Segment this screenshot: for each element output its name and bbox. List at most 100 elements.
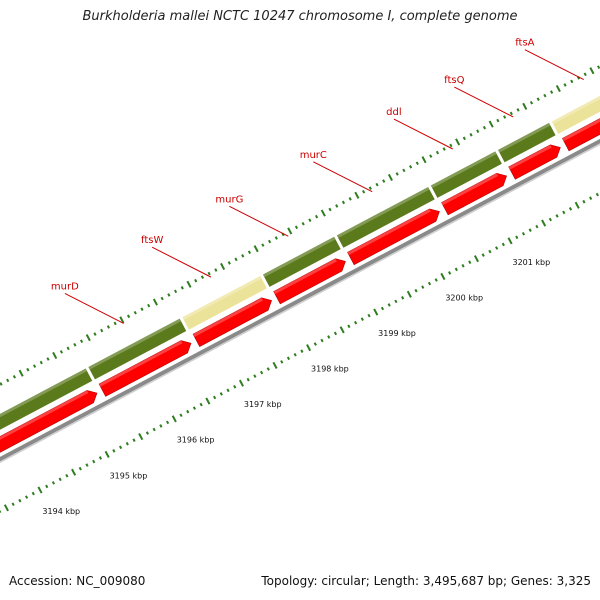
scale-tick — [233, 384, 237, 389]
scale-tick — [71, 468, 77, 476]
upper-tick — [6, 378, 10, 383]
scale-tick — [78, 466, 82, 471]
scale-tick — [51, 481, 56, 485]
upper-tick — [462, 136, 466, 141]
upper-tick — [234, 257, 238, 262]
upper-tick — [39, 360, 43, 365]
scale-tick — [118, 445, 123, 450]
upper-tick — [167, 293, 171, 297]
scale-tick — [495, 246, 499, 250]
scale-tick — [555, 214, 559, 218]
scale-tick — [595, 192, 599, 197]
upper-tick — [516, 108, 520, 112]
upper-tick — [455, 138, 461, 146]
upper-tick — [509, 111, 513, 116]
cds-highlight — [0, 390, 89, 440]
scale-tick — [171, 415, 177, 423]
upper-tick — [375, 182, 379, 187]
upper-tick — [133, 310, 137, 315]
cog-highlight — [262, 236, 336, 278]
cog-segment — [551, 95, 600, 134]
upper-tick — [476, 129, 480, 134]
cog-highlight — [0, 368, 88, 418]
upper-tick — [522, 102, 528, 110]
scale-tick — [434, 278, 438, 282]
scale-tick — [145, 431, 150, 435]
upper-tick — [214, 268, 218, 272]
cog-segment — [497, 122, 556, 163]
gene-label-ddl: ddl — [386, 107, 401, 118]
scale-tick — [454, 267, 458, 272]
cog-highlight — [182, 275, 262, 320]
upper-tick — [207, 271, 211, 276]
scale-tick — [313, 342, 317, 346]
gene-label-ftsW: ftsW — [141, 235, 163, 246]
upper-tick — [429, 154, 433, 158]
upper-tick — [227, 261, 231, 265]
upper-tick — [73, 342, 77, 347]
upper-tick — [268, 239, 272, 244]
upper-tick — [469, 132, 473, 137]
cog-segment — [262, 236, 341, 287]
scale-tick — [427, 281, 432, 286]
gene-leader-line — [454, 86, 514, 118]
scale-tick — [45, 484, 49, 489]
scale-tick — [521, 231, 526, 236]
scale-tick — [568, 207, 573, 211]
upper-tick — [66, 346, 70, 351]
scale-tick-label: 3201 kbp — [512, 258, 550, 267]
cog-segment — [430, 151, 502, 198]
scale-tick — [347, 324, 351, 329]
cog-segment — [0, 368, 93, 430]
gene-label-murG: murG — [215, 194, 243, 205]
upper-tick — [26, 367, 30, 372]
upper-tick — [113, 321, 117, 326]
upper-tick — [119, 316, 125, 324]
scale-tick-label: 3195 kbp — [110, 471, 148, 480]
scale-tick — [11, 502, 15, 507]
upper-tick — [46, 357, 50, 361]
upper-tick — [529, 100, 534, 105]
scale-tick — [320, 338, 324, 343]
upper-tick — [152, 298, 158, 306]
scale-tick — [589, 196, 593, 200]
upper-tick — [415, 161, 419, 166]
upper-tick — [100, 328, 104, 333]
cog-segment — [88, 318, 187, 380]
upper-tick — [395, 172, 399, 176]
scale-tick — [159, 424, 163, 428]
upper-tick — [597, 65, 600, 69]
upper-tick — [194, 278, 198, 283]
upper-tick — [328, 207, 332, 212]
gene-label-murC: murC — [300, 150, 327, 161]
upper-tick — [335, 204, 339, 208]
scale-tick — [65, 473, 69, 478]
upper-tick — [348, 197, 352, 201]
scale-tick-label: 3196 kbp — [177, 436, 215, 445]
scale-tick — [286, 356, 291, 361]
scale-tick — [132, 438, 136, 442]
upper-tick — [368, 186, 372, 190]
scale-tick — [339, 326, 345, 334]
scale-tick — [179, 413, 183, 418]
scale-tick — [541, 219, 547, 227]
upper-tick — [362, 189, 366, 194]
upper-tick — [186, 280, 192, 288]
upper-tick — [402, 168, 406, 173]
scale-tick — [138, 433, 144, 441]
scale-tick-label: 3194 kbp — [42, 507, 80, 516]
cds-arrow — [508, 144, 561, 180]
scale-tick — [461, 263, 465, 268]
upper-tick — [488, 120, 494, 128]
upper-tick — [341, 200, 346, 205]
scale-tick — [488, 249, 492, 254]
cds-highlight — [508, 144, 552, 170]
scale-tick — [238, 379, 244, 387]
scale-tick — [360, 317, 364, 321]
scale-tick — [125, 441, 129, 446]
scale-tick — [213, 395, 217, 400]
upper-tick — [52, 351, 58, 360]
upper-tick — [308, 218, 312, 222]
scale-tick — [280, 360, 284, 364]
scale-tick — [414, 288, 418, 293]
